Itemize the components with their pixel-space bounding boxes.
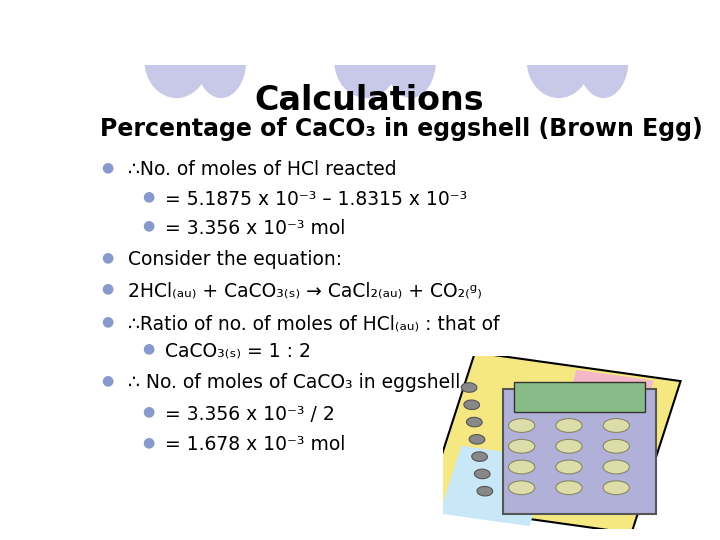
Ellipse shape bbox=[603, 481, 629, 495]
Text: = 1.678 x 10⁻³ mol: = 1.678 x 10⁻³ mol bbox=[166, 435, 346, 454]
Ellipse shape bbox=[526, 23, 591, 98]
Ellipse shape bbox=[508, 460, 535, 474]
Polygon shape bbox=[439, 446, 552, 526]
Ellipse shape bbox=[556, 460, 582, 474]
FancyBboxPatch shape bbox=[514, 382, 645, 411]
Text: Calculations: Calculations bbox=[254, 84, 484, 117]
Text: = 3.356 x 10⁻³ mol: = 3.356 x 10⁻³ mol bbox=[166, 219, 346, 238]
Text: ●: ● bbox=[102, 314, 114, 328]
Text: ●: ● bbox=[102, 281, 114, 295]
Text: ●: ● bbox=[143, 404, 155, 418]
Text: ●: ● bbox=[102, 160, 114, 174]
Ellipse shape bbox=[603, 418, 629, 433]
Ellipse shape bbox=[474, 469, 490, 478]
Ellipse shape bbox=[334, 23, 398, 98]
Ellipse shape bbox=[386, 23, 436, 98]
Text: ●: ● bbox=[143, 190, 155, 204]
Ellipse shape bbox=[556, 418, 582, 433]
Ellipse shape bbox=[578, 23, 629, 98]
Ellipse shape bbox=[472, 452, 487, 461]
Ellipse shape bbox=[508, 418, 535, 433]
Text: ∴Ratio of no. of moles of HCl₍ₐᵤ₎ : that of: ∴Ratio of no. of moles of HCl₍ₐᵤ₎ : that… bbox=[128, 314, 500, 333]
Text: = 5.1875 x 10⁻³ – 1.8315 x 10⁻³: = 5.1875 x 10⁻³ – 1.8315 x 10⁻³ bbox=[166, 190, 467, 208]
Polygon shape bbox=[503, 389, 656, 514]
Ellipse shape bbox=[469, 435, 485, 444]
Text: ∴ No. of moles of CaCO₃ in eggshell: ∴ No. of moles of CaCO₃ in eggshell bbox=[128, 373, 460, 393]
Ellipse shape bbox=[464, 400, 480, 409]
Text: ●: ● bbox=[143, 219, 155, 233]
Ellipse shape bbox=[556, 440, 582, 453]
Ellipse shape bbox=[556, 481, 582, 495]
Text: ●: ● bbox=[143, 435, 155, 449]
Ellipse shape bbox=[603, 460, 629, 474]
Ellipse shape bbox=[603, 440, 629, 453]
Ellipse shape bbox=[462, 383, 477, 392]
Ellipse shape bbox=[145, 23, 209, 98]
Polygon shape bbox=[557, 370, 654, 440]
Text: ●: ● bbox=[102, 250, 114, 264]
Text: CaCO₃₍ₛ₎ = 1 : 2: CaCO₃₍ₛ₎ = 1 : 2 bbox=[166, 341, 311, 360]
Ellipse shape bbox=[477, 487, 492, 496]
Ellipse shape bbox=[508, 440, 535, 453]
Text: ●: ● bbox=[102, 373, 114, 387]
Ellipse shape bbox=[467, 417, 482, 427]
Polygon shape bbox=[426, 353, 680, 533]
Text: = 3.356 x 10⁻³ / 2: = 3.356 x 10⁻³ / 2 bbox=[166, 404, 335, 423]
Text: Consider the equation:: Consider the equation: bbox=[128, 250, 342, 269]
Text: 2HCl₍ₐᵤ₎ + CaCO₃₍ₛ₎ → CaCl₂₍ₐᵤ₎ + CO₂₍ᵍ₎: 2HCl₍ₐᵤ₎ + CaCO₃₍ₛ₎ → CaCl₂₍ₐᵤ₎ + CO₂₍ᵍ₎ bbox=[128, 281, 482, 300]
Ellipse shape bbox=[508, 481, 535, 495]
Ellipse shape bbox=[196, 23, 246, 98]
Text: Percentage of CaCO₃ in eggshell (Brown Egg): Percentage of CaCO₃ in eggshell (Brown E… bbox=[100, 117, 703, 141]
Text: ∴No. of moles of HCl reacted: ∴No. of moles of HCl reacted bbox=[128, 160, 397, 179]
Text: ●: ● bbox=[143, 341, 155, 355]
